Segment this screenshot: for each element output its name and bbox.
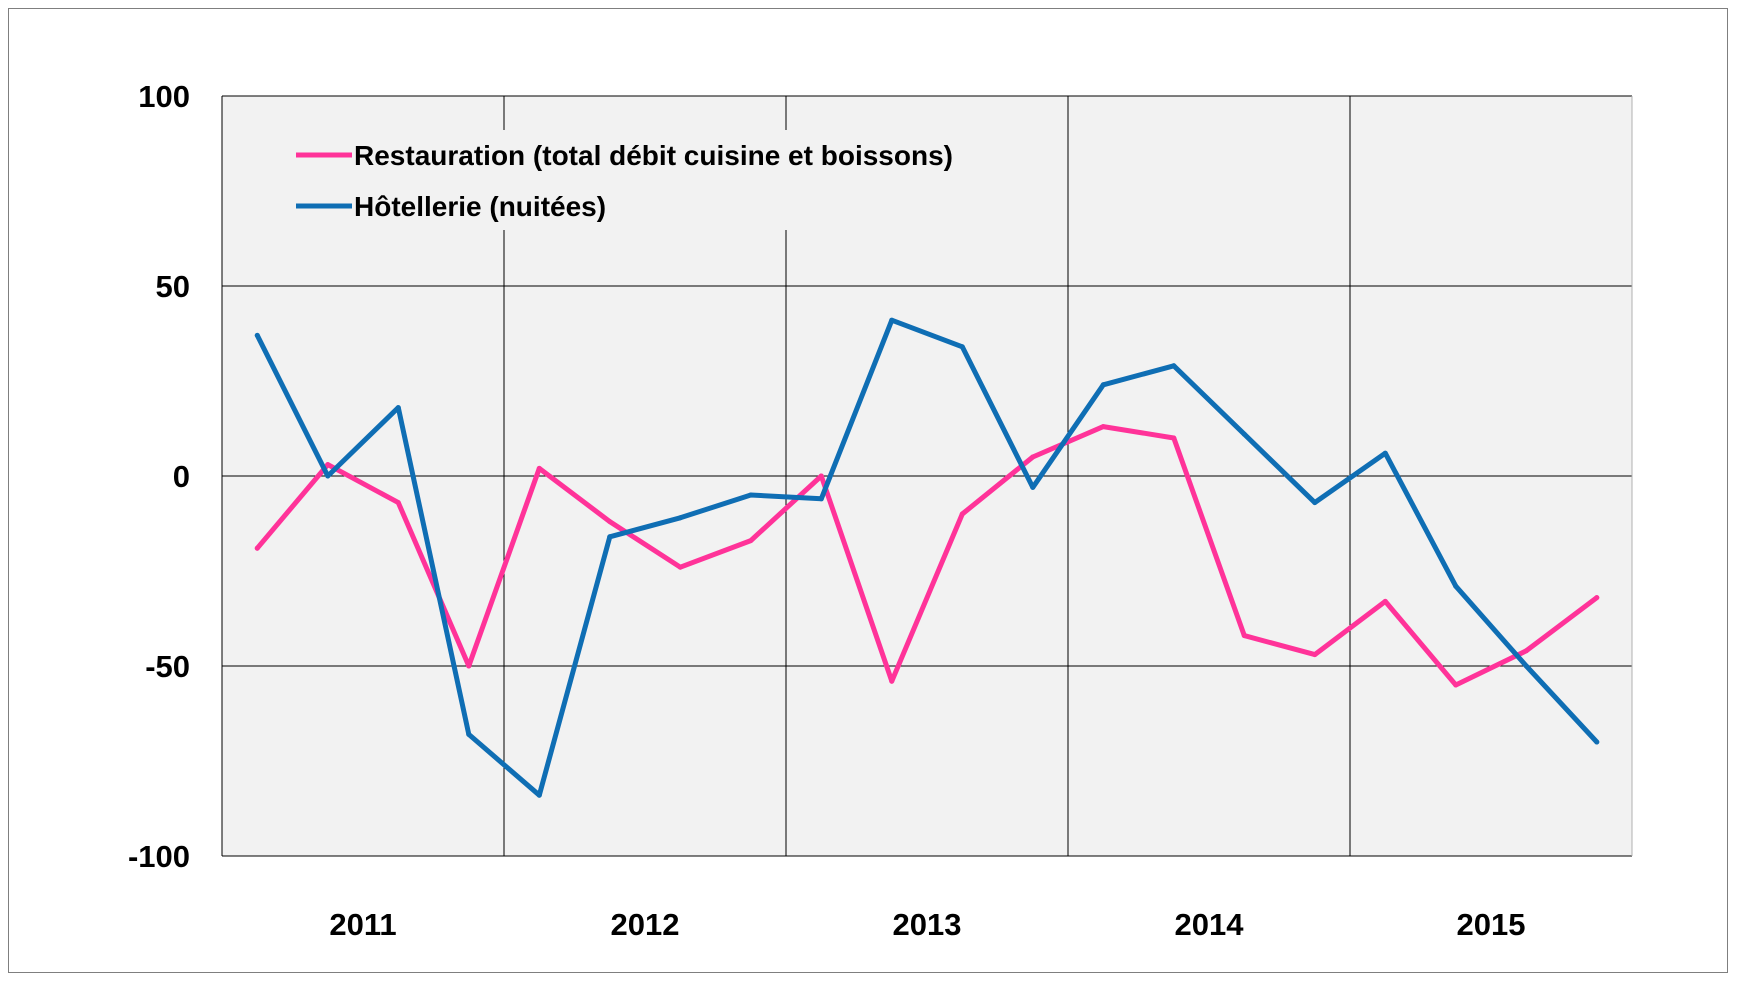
data-point: [1312, 652, 1318, 658]
data-point: [254, 545, 260, 551]
y-tick-label: 100: [138, 79, 190, 114]
data-point: [254, 332, 260, 338]
data-point: [748, 538, 754, 544]
series-line-1: [254, 424, 1600, 688]
data-point: [677, 564, 683, 570]
data-point: [536, 465, 542, 471]
data-point: [1241, 633, 1247, 639]
data-point: [325, 473, 331, 479]
series-line-2: [254, 317, 1600, 798]
data-point: [959, 511, 965, 517]
data-point: [818, 496, 824, 502]
data-point: [1382, 598, 1388, 604]
data-point: [1030, 484, 1036, 490]
data-point: [395, 405, 401, 411]
data-point: [1100, 382, 1106, 388]
data-point: [1171, 435, 1177, 441]
data-point: [466, 731, 472, 737]
legend-background: [286, 130, 1046, 230]
data-point: [536, 792, 542, 798]
y-tick-label: -100: [128, 839, 190, 874]
data-point: [1030, 454, 1036, 460]
data-point: [889, 317, 895, 323]
data-point: [677, 515, 683, 521]
legend-label: Hôtellerie (nuitées): [354, 191, 606, 222]
data-point: [607, 519, 613, 525]
data-point: [1594, 739, 1600, 745]
data-point: [1594, 595, 1600, 601]
x-axis-tick-labels: 2011 2012 2013 2014 2015: [329, 907, 1525, 942]
data-point: [466, 663, 472, 669]
data-point: [1382, 450, 1388, 456]
x-tick-label: 2015: [1457, 907, 1526, 942]
data-point: [1171, 363, 1177, 369]
legend-label: Restauration (total débit cuisine et boi…: [354, 140, 953, 171]
data-point: [959, 344, 965, 350]
data-point: [1523, 648, 1529, 654]
y-axis-tick-labels: 100 50 0 -50 -100: [128, 79, 190, 874]
data-point: [607, 534, 613, 540]
data-point: [1523, 663, 1529, 669]
y-tick-label: -50: [145, 649, 190, 684]
y-tick-label: 50: [156, 269, 190, 304]
series-lines: [254, 317, 1600, 798]
x-tick-label: 2013: [893, 907, 962, 942]
x-tick-label: 2014: [1175, 907, 1245, 942]
data-point: [395, 500, 401, 506]
data-point: [818, 473, 824, 479]
data-point: [748, 492, 754, 498]
data-point: [889, 678, 895, 684]
x-tick-label: 2012: [611, 907, 680, 942]
data-point: [1100, 424, 1106, 430]
data-point: [1241, 431, 1247, 437]
data-point: [1453, 682, 1459, 688]
y-tick-label: 0: [173, 459, 190, 494]
data-point: [325, 462, 331, 468]
data-point: [1312, 500, 1318, 506]
x-tick-label: 2011: [329, 907, 396, 942]
data-point: [1453, 583, 1459, 589]
legend: Restauration (total débit cuisine et boi…: [286, 130, 1046, 230]
